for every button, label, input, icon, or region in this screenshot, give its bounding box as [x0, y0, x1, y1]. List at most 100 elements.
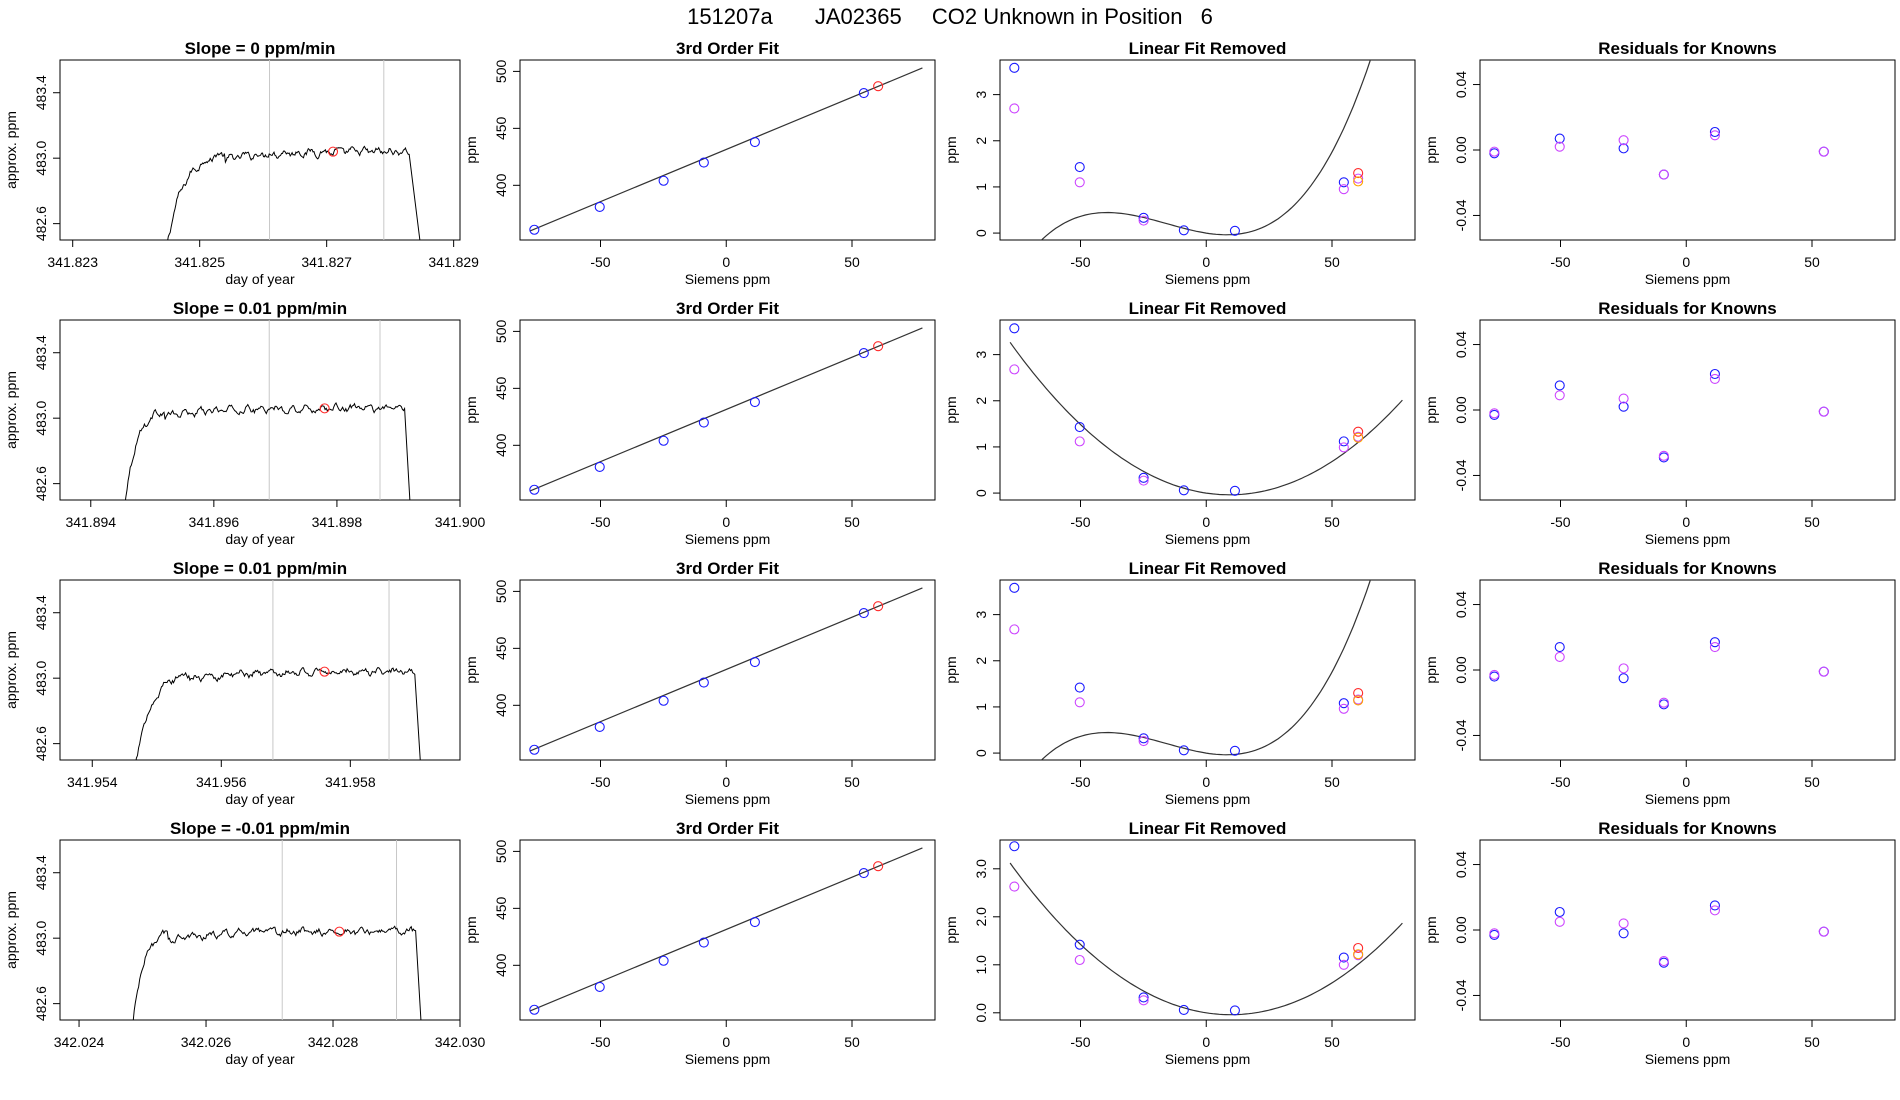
plot-frame: [59, 839, 461, 1021]
y-tick-label: 1: [973, 443, 989, 451]
blue-data-point: [1178, 485, 1189, 496]
x-tick-label: -50: [1550, 774, 1570, 790]
plot-frame: [59, 579, 461, 761]
blue-data-point: [1009, 62, 1020, 73]
y-tick-label: 2: [973, 657, 989, 665]
blue-data-point: [1138, 472, 1149, 483]
panel-resid-row-1: Residuals for Knowns -50 0 50 -0.04 0.00 0.04 S…: [1423, 39, 1896, 287]
magenta-data-point: [1009, 364, 1020, 375]
y-tick-label: -0.04: [1453, 199, 1469, 231]
x-tick-label: -50: [1550, 254, 1570, 270]
magenta-data-point: [1709, 905, 1720, 916]
x-tick-label: -50: [1550, 1034, 1570, 1050]
blue-data-point: [858, 867, 869, 879]
panel-title: 3rd Order Fit: [676, 299, 779, 318]
plot-frame: [999, 839, 1416, 1021]
panel-linrem-row-2: Linear Fit Removed -50 0 50 0 1 2 3 Siemens ppm p…: [943, 299, 1416, 547]
x-tick-label: -50: [590, 1034, 610, 1050]
panel-trace-row-2: Slope = 0.01 ppm/min 341.894 341.896 341.89…: [3, 299, 486, 547]
x-axis-label: day of year: [225, 271, 295, 287]
x-tick-label: 341.958: [325, 774, 376, 790]
plot-frame: [519, 579, 936, 761]
x-tick-label: 0: [722, 774, 730, 790]
analyzer-trace-line: [124, 402, 411, 500]
magenta-data-point: [1554, 141, 1565, 152]
x-tick-label: -50: [1070, 514, 1090, 530]
plot-area: [124, 320, 411, 500]
blue-data-point: [529, 744, 540, 755]
figure-title-run-id: 151207a: [687, 4, 773, 29]
y-tick-label: 482.6: [33, 986, 49, 1021]
blue-data-point: [1618, 673, 1629, 684]
y-axis-label: ppm: [943, 396, 959, 423]
y-axis-label: ppm: [943, 136, 959, 163]
mean-marker-point: [327, 146, 339, 157]
magenta-data-point: [1353, 173, 1364, 184]
y-tick-label: 0: [973, 489, 989, 497]
panel-resid-row-4: Residuals for Knowns -50 0 50 -0.04 0.00 0.04 S…: [1423, 819, 1896, 1067]
plot-frame: [999, 319, 1416, 501]
blue-data-point: [1074, 682, 1085, 693]
y-tick-label: 483.4: [33, 855, 49, 890]
plot-frame: [519, 319, 936, 501]
magenta-data-point: [1074, 954, 1085, 966]
figure-title: 151207a JA02365 CO2 Unknown in Position …: [687, 4, 1213, 29]
x-tick-label: 0: [722, 514, 730, 530]
y-tick-label: 482.6: [33, 726, 49, 761]
y-tick-label: 0: [973, 749, 989, 757]
x-tick-label: 0: [1682, 254, 1690, 270]
blue-data-point: [1074, 162, 1085, 173]
magenta-data-point: [1489, 146, 1500, 157]
y-tick-label: 400: [493, 433, 509, 457]
y-tick-label: 400: [493, 173, 509, 197]
magenta-data-point: [1618, 393, 1629, 404]
blue-data-point: [1618, 928, 1629, 939]
magenta-data-point: [1818, 666, 1829, 677]
panel-fit-row-4: 3rd Order Fit -50 0 50 400 450 500 Siemens ppm p…: [463, 819, 936, 1067]
blue-data-point: [1178, 225, 1189, 236]
red-data-point: [1353, 168, 1364, 179]
x-tick-label: 50: [1804, 774, 1820, 790]
blue-data-point: [749, 656, 760, 668]
blue-data-point: [1618, 143, 1629, 154]
magenta-data-point: [1709, 373, 1720, 384]
magenta-data-point: [1138, 475, 1149, 486]
magenta-data-point: [1074, 697, 1085, 708]
residual-curve: [1009, 862, 1403, 1016]
panel-title: 3rd Order Fit: [676, 39, 779, 58]
fit-line: [529, 327, 923, 492]
magenta-data-point: [1138, 736, 1149, 747]
blue-data-point: [1074, 422, 1085, 433]
magenta-data-point: [1489, 669, 1500, 680]
y-axis-label: ppm: [1423, 396, 1439, 423]
plot-area: [1009, 60, 1372, 240]
panel-resid-row-3: Residuals for Knowns -50 0 50 -0.04 0.00 0.04 S…: [1423, 559, 1896, 807]
magenta-data-point: [1554, 390, 1565, 401]
magenta-data-point: [1618, 135, 1629, 146]
magenta-data-point: [1554, 916, 1565, 927]
residual-curve: [1040, 60, 1372, 240]
fit-line: [529, 67, 923, 232]
magenta-data-point: [1658, 697, 1669, 708]
plot-area: [132, 840, 422, 1020]
fit-line: [529, 587, 923, 752]
x-axis-label: Siemens ppm: [685, 531, 771, 547]
y-tick-label: 3.0: [973, 859, 989, 879]
x-tick-label: 342.028: [308, 1034, 359, 1050]
x-axis-label: Siemens ppm: [1645, 1051, 1731, 1067]
blue-data-point: [594, 721, 605, 733]
y-axis-label: ppm: [943, 656, 959, 683]
x-tick-label: 341.823: [47, 254, 98, 270]
y-tick-label: 483.0: [33, 920, 49, 955]
x-tick-label: 50: [844, 254, 860, 270]
y-tick-label: 0.00: [1453, 396, 1469, 423]
x-tick-label: 342.024: [54, 1034, 105, 1050]
magenta-data-point: [1009, 624, 1020, 635]
magenta-data-point: [1338, 959, 1349, 970]
y-axis-label: ppm: [1423, 656, 1439, 683]
x-axis-label: Siemens ppm: [1165, 1051, 1251, 1067]
magenta-data-point: [1074, 436, 1085, 447]
y-tick-label: 500: [493, 579, 509, 603]
y-axis-label: ppm: [943, 916, 959, 943]
